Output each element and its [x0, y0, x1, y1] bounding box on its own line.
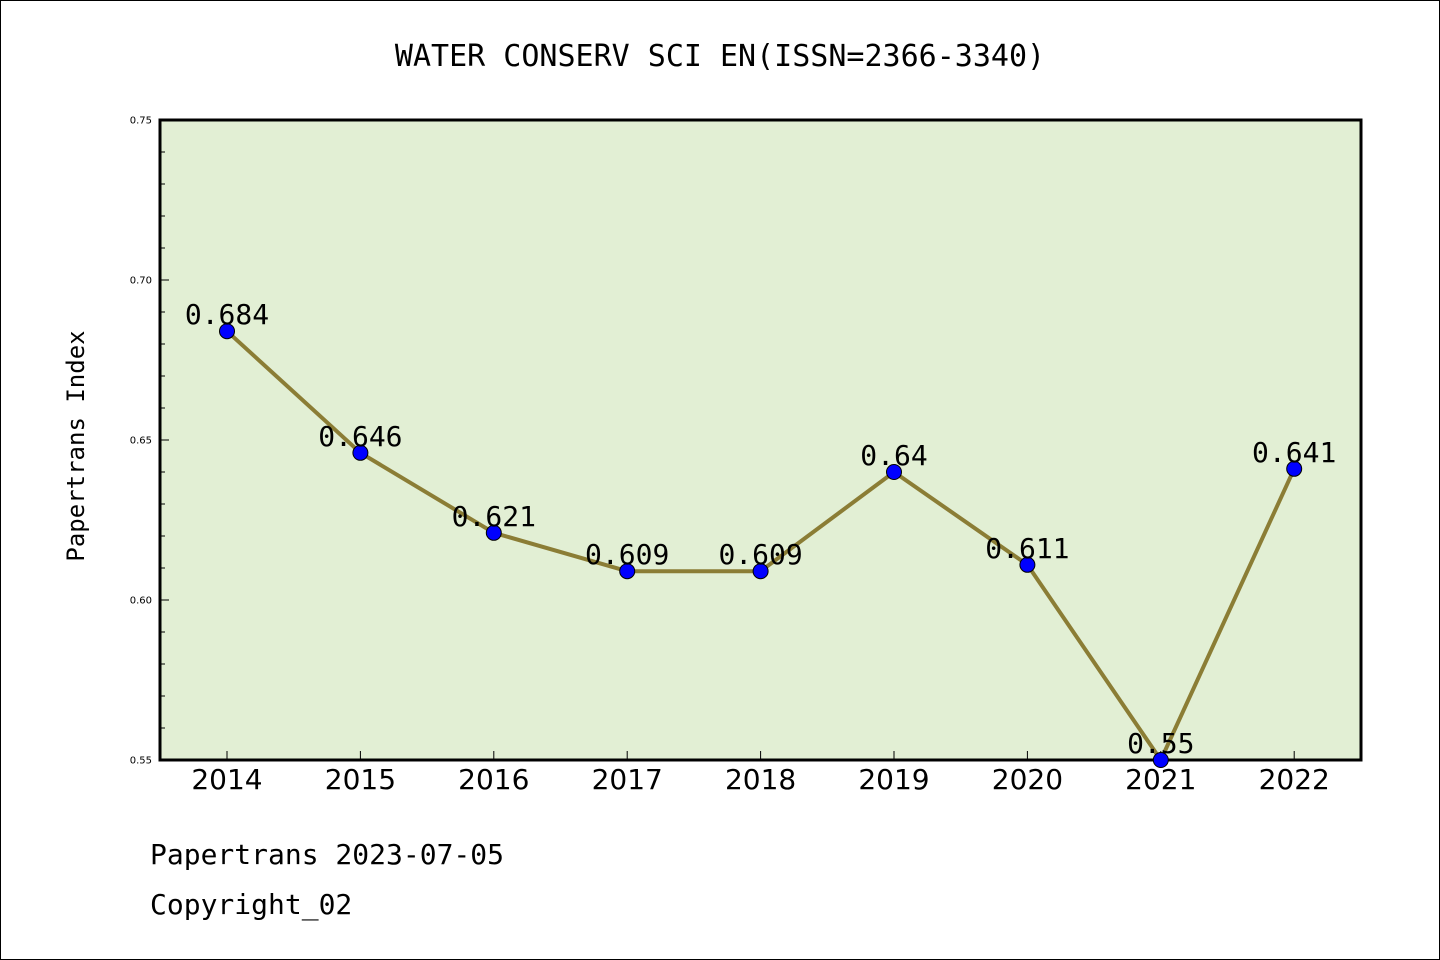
data-label: 0.55 — [1127, 727, 1194, 760]
data-point — [619, 563, 636, 580]
y-tick-label: 0.65 — [130, 436, 152, 447]
data-label: 0.684 — [185, 298, 269, 331]
data-label: 0.641 — [1252, 436, 1336, 469]
y-axis-label: Papertrans Index — [62, 330, 90, 561]
x-tick-label: 2019 — [858, 763, 929, 796]
data-label: 0.646 — [318, 420, 402, 453]
x-tick-label: 2015 — [325, 763, 396, 796]
chart-title: WATER CONSERV SCI EN(ISSN=2366-3340) — [395, 39, 1045, 74]
x-tick-label: 2021 — [1125, 763, 1196, 796]
data-point — [1286, 460, 1303, 477]
y-axis: 0.55 0.60 0.65 0.70 0.75 — [130, 116, 169, 767]
data-point — [352, 444, 369, 461]
footer-copyright: Copyright_02 — [150, 888, 352, 922]
data-label: 0.609 — [585, 538, 669, 571]
x-tick-label: 2018 — [725, 763, 796, 796]
data-label: 0.64 — [860, 439, 927, 472]
x-tick-label: 2022 — [1259, 763, 1330, 796]
x-tick-label: 2020 — [992, 763, 1063, 796]
x-tick-label: 2016 — [458, 763, 529, 796]
data-point — [886, 464, 902, 480]
footer-source: Papertrans 2023-07-05 — [150, 838, 504, 871]
series-line-group — [219, 323, 1303, 768]
data-label: 0.611 — [985, 532, 1069, 565]
data-point — [1019, 556, 1036, 573]
data-point — [219, 323, 235, 340]
y-tick-label: 0.55 — [130, 756, 152, 767]
y-tick-label: 0.75 — [130, 116, 152, 127]
data-label: 0.609 — [718, 538, 802, 571]
x-tick-label: 2017 — [592, 763, 663, 796]
data-label-group: 0.684 0.646 0.621 0.609 0.609 0.64 0.611 0.55 0.… — [185, 298, 1336, 760]
data-point — [485, 524, 502, 541]
data-point — [1152, 752, 1169, 768]
x-tick-label: 2014 — [191, 763, 262, 796]
x-axis: 2014 2015 2016 2017 2018 2019 2020 2021 2022 — [191, 751, 1330, 796]
y-tick-label: 0.60 — [130, 596, 152, 607]
y-tick-label: 0.70 — [130, 276, 152, 287]
data-point — [752, 563, 769, 580]
data-label: 0.621 — [452, 500, 536, 533]
plot-area — [158, 118, 1363, 762]
